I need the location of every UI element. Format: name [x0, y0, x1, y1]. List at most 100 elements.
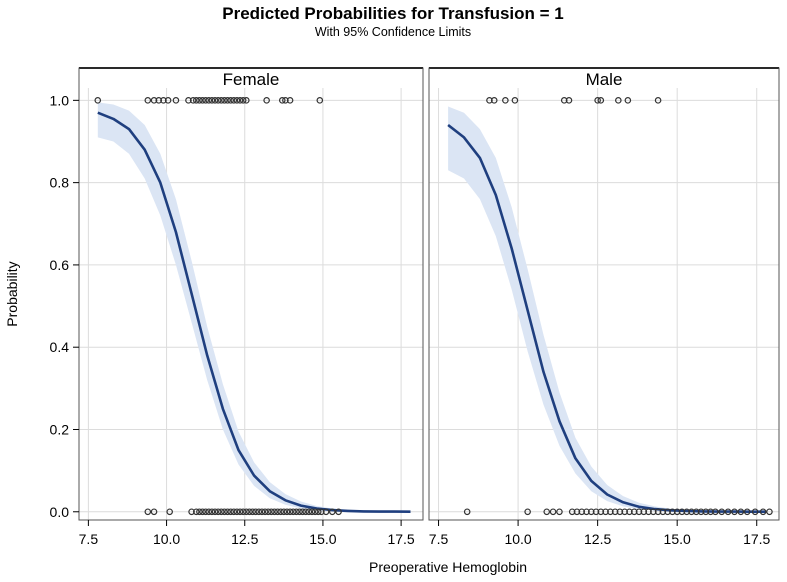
observed-point-y0-male-30: [688, 508, 695, 516]
observed-point-y0-female-30: [274, 508, 281, 516]
observed-point-y1-female-11: [199, 97, 206, 104]
observed-point-y0-female-7: [202, 508, 209, 516]
observed-point-y1-female-25: [243, 97, 250, 104]
observed-point-y0-female-34: [286, 508, 294, 516]
panel-frame-female: [78, 67, 424, 521]
observed-point-y1-female-0: [94, 97, 102, 104]
observed-point-y1-female-1: [144, 97, 152, 104]
observed-point-y0-male-35: [712, 508, 719, 516]
observed-point-y0-female-25: [258, 508, 266, 516]
y-axis-label: Probability: [4, 261, 20, 326]
predicted-curve-female: [97, 111, 411, 513]
observed-point-y0-female-13: [221, 508, 228, 516]
observed-point-y0-male-2: [543, 508, 551, 516]
y-tick-label-2: 0.4: [50, 339, 70, 355]
observed-point-y1-female-24: [239, 97, 247, 104]
observed-point-y1-male-6: [594, 97, 601, 104]
x-tick-label-male-1: 10.0: [504, 531, 531, 547]
observed-point-y1-male-10: [654, 97, 662, 104]
observed-point-y0-male-19: [635, 508, 643, 516]
confidence-band-female: [97, 102, 411, 512]
x-tick-label-female-0: 7.5: [79, 531, 99, 547]
observed-point-y1-female-2: [150, 97, 158, 104]
chart-subtitle: With 95% Confidence Limits: [315, 25, 471, 39]
observed-point-y0-female-45: [322, 508, 330, 516]
observed-point-y0-male-15: [616, 508, 624, 516]
observed-point-y0-male-42: [759, 508, 767, 516]
observed-point-y1-male-4: [560, 97, 568, 104]
observed-point-y1-female-22: [233, 97, 241, 104]
observed-point-y0-female-16: [230, 508, 238, 516]
observed-point-y0-male-29: [683, 508, 691, 516]
y-tick-label-3: 0.6: [50, 257, 70, 273]
observed-point-y0-female-0: [144, 508, 152, 516]
observed-point-y1-female-27: [278, 97, 286, 104]
observed-point-y0-male-33: [702, 508, 710, 516]
observed-point-y0-female-39: [302, 508, 310, 516]
observed-point-y0-male-36: [718, 508, 726, 516]
observed-point-y0-male-20: [640, 508, 648, 516]
x-tick-label-female-2: 12.5: [231, 531, 258, 547]
observed-point-y0-male-31: [692, 508, 700, 516]
observed-point-y0-male-28: [678, 508, 686, 516]
y-tick-label-0: 0.0: [50, 504, 70, 520]
observed-point-y0-female-8: [205, 508, 213, 516]
observed-point-y0-female-11: [214, 508, 222, 516]
x-tick-label-male-2: 12.5: [584, 531, 611, 547]
observed-point-y1-female-16: [214, 97, 222, 104]
x-axis-label: Preoperative Hemoglobin: [369, 559, 527, 575]
observed-point-y1-male-2: [502, 97, 509, 104]
observed-point-y0-female-18: [236, 508, 244, 516]
observed-point-y1-male-8: [615, 97, 622, 104]
observed-point-y1-female-15: [211, 97, 219, 104]
observed-point-y0-male-17: [626, 508, 633, 516]
observed-point-y0-female-44: [318, 508, 325, 516]
y-tick-label-1: 0.2: [50, 421, 70, 437]
observed-point-y1-female-10: [196, 97, 203, 104]
observed-point-y0-female-23: [252, 508, 259, 516]
panel-label-female: Female: [223, 70, 280, 89]
observed-point-y0-female-46: [329, 508, 336, 516]
observed-point-y0-female-37: [296, 508, 303, 516]
observed-point-y0-male-41: [751, 508, 759, 516]
observed-point-y1-female-3: [155, 97, 163, 104]
observed-point-y0-female-29: [271, 508, 278, 516]
observed-point-y0-female-21: [246, 508, 253, 516]
panel-female: Female 7.5 10.0 12.5 15.0 17.5 0.0 0.2 0.4 0.6 0.8…: [50, 67, 424, 547]
observed-point-y0-male-10: [592, 508, 600, 516]
observed-point-y1-female-23: [236, 97, 244, 104]
x-tick-label-female-4: 17.5: [387, 531, 414, 547]
observed-point-y1-female-8: [189, 97, 197, 104]
observed-point-y0-male-14: [611, 508, 619, 516]
observed-point-y1-female-17: [217, 97, 225, 104]
x-tick-label-male-0: 7.5: [429, 531, 449, 547]
panel-header-female: [79, 68, 423, 88]
observed-point-y1-female-28: [282, 97, 289, 104]
observed-point-y0-male-39: [737, 508, 745, 516]
observed-point-y0-male-22: [650, 508, 657, 516]
observed-point-y0-male-40: [743, 508, 751, 516]
chart-panels: Female 7.5 10.0 12.5 15.0 17.5 0.0 0.2 0.4 0.6 0.8…: [50, 67, 780, 547]
observed-point-y1-female-29: [286, 97, 294, 104]
observed-point-y0-female-15: [227, 508, 234, 516]
observed-point-y1-female-4: [160, 97, 167, 104]
observed-point-y0-male-8: [583, 508, 590, 516]
observed-point-y0-male-21: [645, 508, 652, 516]
observed-point-y0-male-11: [597, 508, 605, 516]
observed-point-y0-female-32: [280, 508, 288, 516]
observed-point-y0-female-20: [243, 508, 250, 516]
observed-point-y0-female-12: [217, 508, 225, 516]
observed-point-y1-male-5: [565, 97, 573, 104]
observed-point-y0-female-6: [199, 508, 206, 516]
observed-point-y1-male-9: [624, 97, 632, 104]
observed-point-y1-female-6: [172, 97, 180, 104]
observed-point-y1-male-1: [490, 97, 498, 104]
observed-point-y0-male-9: [587, 508, 595, 516]
x-tick-label-female-1: 10.0: [153, 531, 180, 547]
observed-point-y0-female-42: [311, 508, 319, 516]
observed-point-y0-female-41: [308, 508, 316, 516]
observed-point-y0-female-4: [192, 508, 200, 516]
observed-point-y0-male-7: [578, 508, 586, 516]
panel-label-male: Male: [586, 70, 623, 89]
